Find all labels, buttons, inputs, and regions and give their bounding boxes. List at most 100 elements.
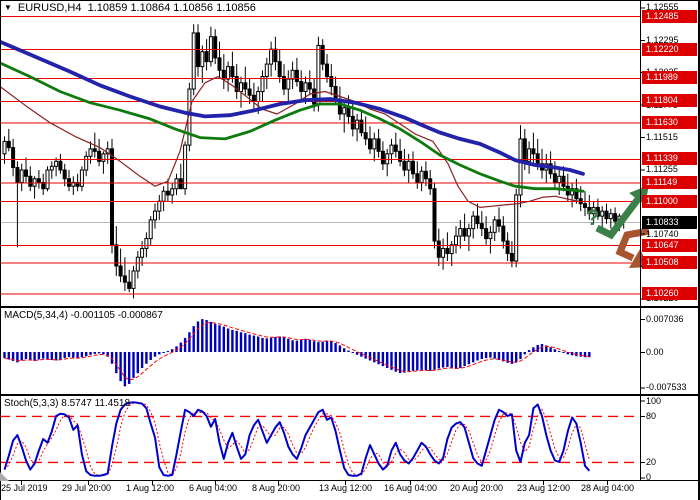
bull-candle	[419, 170, 424, 183]
bull-candle	[88, 148, 93, 157]
macd-histogram-bar	[343, 348, 346, 352]
macd-histogram-bar	[347, 350, 350, 352]
macd-histogram-bar	[188, 332, 191, 352]
macd-histogram-bar	[321, 341, 324, 352]
macd-histogram-bar	[390, 352, 393, 370]
macd-histogram-bar	[312, 341, 316, 352]
bull-candle	[148, 219, 153, 240]
time-label: 25 Jul 2019	[1, 483, 48, 493]
macd-histogram-bar	[89, 352, 92, 355]
macd-histogram-bar	[424, 352, 428, 371]
ma-red-line	[0, 76, 579, 208]
price-badge: 1.11989	[642, 71, 697, 85]
macd-histogram-bar	[214, 323, 217, 352]
time-label: 23 Aug 12:00	[517, 483, 571, 493]
macd-histogram-bar	[24, 352, 28, 360]
bull-candle	[19, 169, 24, 183]
bull-candle	[170, 188, 175, 196]
price-badge: 1.10260	[642, 286, 697, 300]
macd-histogram-bar	[420, 352, 423, 370]
bear-candle	[398, 150, 403, 162]
macd-histogram-bar	[274, 336, 277, 352]
macd-histogram-bar	[244, 333, 247, 352]
bear-candle	[583, 203, 587, 208]
bull-candle	[488, 231, 493, 240]
current-price-badge: 1.10833	[642, 215, 697, 229]
macd-histogram-bar	[252, 335, 256, 352]
macd-histogram-bar	[493, 352, 496, 359]
bull-candle	[101, 153, 106, 162]
macd-histogram-bar	[497, 352, 501, 360]
macd-histogram-bar	[532, 347, 535, 352]
price-badge: 1.11630	[642, 116, 697, 130]
bull-candle	[183, 144, 188, 190]
bull-candle	[372, 138, 377, 150]
bull-candle	[466, 228, 471, 237]
bear-candle	[165, 190, 170, 196]
ohlc-values: 1.10859 1.10864 1.10856 1.10856	[87, 2, 256, 14]
macd-histogram-bar	[222, 326, 225, 352]
bull-candle	[135, 256, 140, 272]
bear-candle	[243, 82, 248, 90]
macd-pane-separator	[0, 306, 700, 308]
macd-histogram-bar	[416, 352, 419, 371]
macd-histogram-bar	[119, 352, 122, 382]
price-tick-label: 1.12295	[646, 34, 679, 45]
macd-histogram-bar	[106, 352, 109, 357]
bull-candle	[161, 190, 166, 202]
bear-candle	[122, 275, 127, 283]
bull-candle	[518, 138, 523, 196]
macd-histogram-bar	[368, 352, 372, 361]
macd-histogram-bar	[536, 344, 539, 352]
macd-histogram-bar	[196, 321, 200, 352]
bear-candle	[41, 181, 46, 190]
macd-histogram-bar	[42, 352, 45, 359]
macd-histogram-bar	[140, 352, 144, 368]
price-badge: 1.10647	[642, 238, 697, 252]
macd-histogram-bar	[149, 352, 152, 360]
bull-candle	[157, 200, 162, 212]
bull-candle	[342, 107, 347, 115]
macd-histogram-bar	[145, 352, 148, 364]
macd-histogram-bar	[54, 352, 58, 361]
macd-histogram-bar	[454, 352, 458, 369]
macd-histogram-bar	[3, 352, 6, 359]
symbol-dropdown-icon[interactable]: ▼	[4, 3, 12, 12]
macd-histogram-bar	[330, 341, 333, 352]
macd-histogram-bar	[102, 352, 105, 355]
macd-histogram-bar	[291, 340, 294, 352]
macd-histogram-bar	[265, 338, 268, 352]
ma-green-line	[0, 61, 585, 193]
macd-histogram-bar	[373, 352, 376, 363]
bull-candle	[449, 244, 454, 255]
bear-candle	[497, 219, 501, 227]
macd-histogram-bar	[545, 345, 548, 352]
bull-candle	[84, 155, 89, 171]
macd-histogram-bar	[153, 352, 157, 357]
bull-candle	[71, 181, 76, 187]
macd-label: MACD(5,34,4) -0.001105 -0.000867	[4, 310, 163, 321]
resize-grip-icon[interactable]	[0, 472, 9, 481]
bull-candle	[54, 160, 59, 167]
bear-candle	[204, 51, 209, 63]
bear-candle	[325, 63, 329, 78]
bear-candle	[67, 178, 71, 187]
macd-histogram-bar	[269, 337, 273, 352]
macd-histogram-bar	[527, 350, 531, 352]
bear-candle	[436, 240, 441, 258]
bear-candle	[213, 36, 218, 59]
bear-candle	[393, 144, 398, 152]
bull-candle	[570, 188, 575, 196]
macd-histogram-bar	[523, 352, 526, 355]
bear-candle	[368, 138, 372, 150]
macd-histogram-bar	[489, 352, 492, 358]
bull-candle	[79, 169, 84, 187]
macd-histogram-bar	[394, 352, 397, 372]
bear-candle	[75, 181, 80, 187]
macd-histogram-bar	[360, 352, 363, 357]
macd-histogram-bar	[437, 352, 440, 369]
bear-candle	[247, 88, 252, 96]
bear-candle	[307, 82, 312, 90]
bull-candle	[608, 213, 613, 220]
